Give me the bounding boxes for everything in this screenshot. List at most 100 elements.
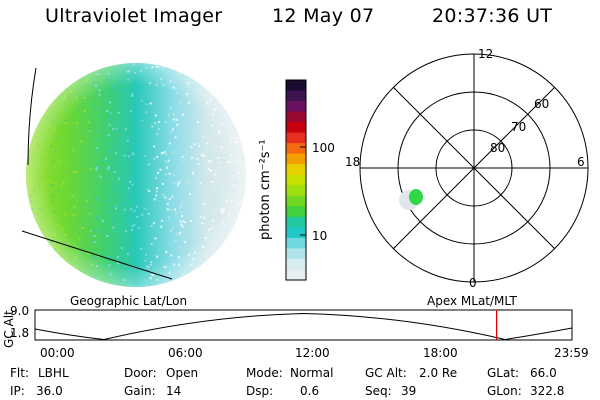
speckle-pixel — [224, 81, 226, 84]
speckle-pixel — [189, 68, 192, 71]
x-tick-0600: 06:00 — [168, 346, 203, 360]
speckle-pixel — [46, 103, 49, 106]
speckle-pixel — [232, 243, 235, 246]
speckle-pixel — [194, 65, 197, 68]
speckle-pixel — [238, 270, 241, 273]
speckle-pixel — [57, 88, 60, 91]
speckle-pixel — [204, 273, 207, 276]
speckle-pixel — [224, 89, 227, 92]
speckle-pixel — [199, 75, 201, 78]
speckle-pixel — [212, 87, 215, 89]
speckle-pixel — [227, 252, 229, 255]
speckle-pixel — [240, 70, 243, 73]
date-label: 12 May 07 — [272, 5, 375, 27]
speckle-pixel — [233, 264, 236, 267]
speckle-pixel — [45, 272, 47, 275]
speckle-pixel — [49, 63, 52, 66]
speckle-pixel — [239, 227, 241, 230]
speckle-pixel — [242, 208, 245, 211]
seq-key: Seq: — [365, 384, 392, 398]
speckle-pixel — [189, 276, 192, 279]
speckle-pixel — [31, 281, 34, 284]
speckle-pixel — [30, 128, 33, 131]
colorbar-band — [286, 248, 306, 260]
speckle-pixel — [67, 72, 70, 75]
speckle-pixel — [210, 67, 213, 70]
speckle-pixel — [219, 269, 222, 272]
colorbar-band — [286, 122, 306, 134]
mode-value: Normal — [290, 366, 334, 380]
colorbar-band — [286, 216, 306, 228]
speckle-pixel — [232, 237, 234, 240]
speckle-pixel — [32, 277, 35, 280]
speckle-pixel — [210, 282, 213, 285]
speckle-pixel — [221, 92, 223, 95]
colorbar-band — [286, 132, 306, 144]
speckle-pixel — [241, 113, 244, 116]
speckle-pixel — [235, 108, 238, 111]
speckle-pixel — [26, 92, 29, 95]
speckle-pixel — [217, 274, 220, 277]
speckle-pixel — [46, 253, 49, 256]
speckle-pixel — [39, 231, 42, 234]
speckle-pixel — [201, 272, 204, 274]
speckle-pixel — [46, 81, 49, 84]
speckle-pixel — [44, 253, 47, 256]
mlt-label-18: 18 — [345, 155, 361, 169]
colorbar-tick-10: 10 — [312, 229, 328, 243]
coastline-arc — [27, 67, 37, 166]
speckle-pixel — [224, 240, 227, 243]
speckle-pixel — [27, 119, 30, 122]
seq-value: 39 — [401, 384, 417, 398]
speckle-pixel — [41, 93, 44, 96]
speckle-pixel — [244, 238, 246, 241]
speckle-pixel — [38, 260, 41, 262]
instrument-title: Ultraviolet Imager — [45, 5, 223, 27]
speckle-pixel — [104, 283, 107, 286]
speckle-pixel — [200, 286, 203, 287]
speckle-pixel — [196, 66, 199, 69]
speckle-pixel — [239, 278, 242, 280]
mlt-label-6: 6 — [577, 155, 585, 169]
speckle-pixel — [67, 70, 69, 73]
speckle-pixel — [215, 67, 218, 69]
speckle-pixel — [33, 226, 36, 229]
colorbar-tick-100: 100 — [312, 141, 335, 155]
speckle-pixel — [240, 105, 242, 108]
speckle-pixel — [83, 73, 86, 76]
speckle-pixel — [184, 282, 187, 285]
speckle-pixel — [217, 81, 220, 84]
geographic-label: Geographic Lat/Lon — [70, 294, 188, 308]
speckle-pixel — [52, 97, 55, 100]
speckle-pixel — [213, 66, 216, 69]
speckle-pixel — [245, 215, 246, 218]
speckle-pixel — [235, 230, 237, 233]
speckle-pixel — [225, 241, 228, 244]
speckle-pixel — [39, 113, 42, 116]
speckle-pixel — [183, 275, 186, 278]
speckle-pixel — [206, 274, 209, 277]
speckle-pixel — [204, 284, 207, 287]
speckle-pixel — [244, 190, 246, 192]
door-value: Open — [166, 366, 199, 380]
mlt-label-12: 12 — [478, 47, 494, 61]
colorbar-band — [286, 90, 306, 102]
coastline-line — [21, 230, 173, 280]
x-tick-2359: 23:59 — [554, 346, 589, 360]
speckle-pixel — [208, 261, 211, 264]
speckle-pixel — [227, 278, 230, 281]
speckle-pixel — [244, 204, 246, 207]
speckle-pixel — [232, 234, 235, 237]
glon-key: GLon: — [487, 384, 522, 398]
speckle-pixel — [34, 237, 37, 240]
speckle-pixel — [55, 86, 58, 88]
speckle-pixel — [26, 65, 29, 68]
speckle-pixel — [245, 234, 246, 236]
mode-key: Mode: — [246, 366, 283, 380]
glat-value: 66.0 — [530, 366, 557, 380]
speckle-pixel — [72, 274, 75, 277]
speckle-pixel — [220, 64, 223, 67]
speckle-pixel — [42, 269, 45, 272]
speckle-pixel — [90, 279, 93, 282]
gcalt-value: 2.0 Re — [419, 366, 458, 380]
